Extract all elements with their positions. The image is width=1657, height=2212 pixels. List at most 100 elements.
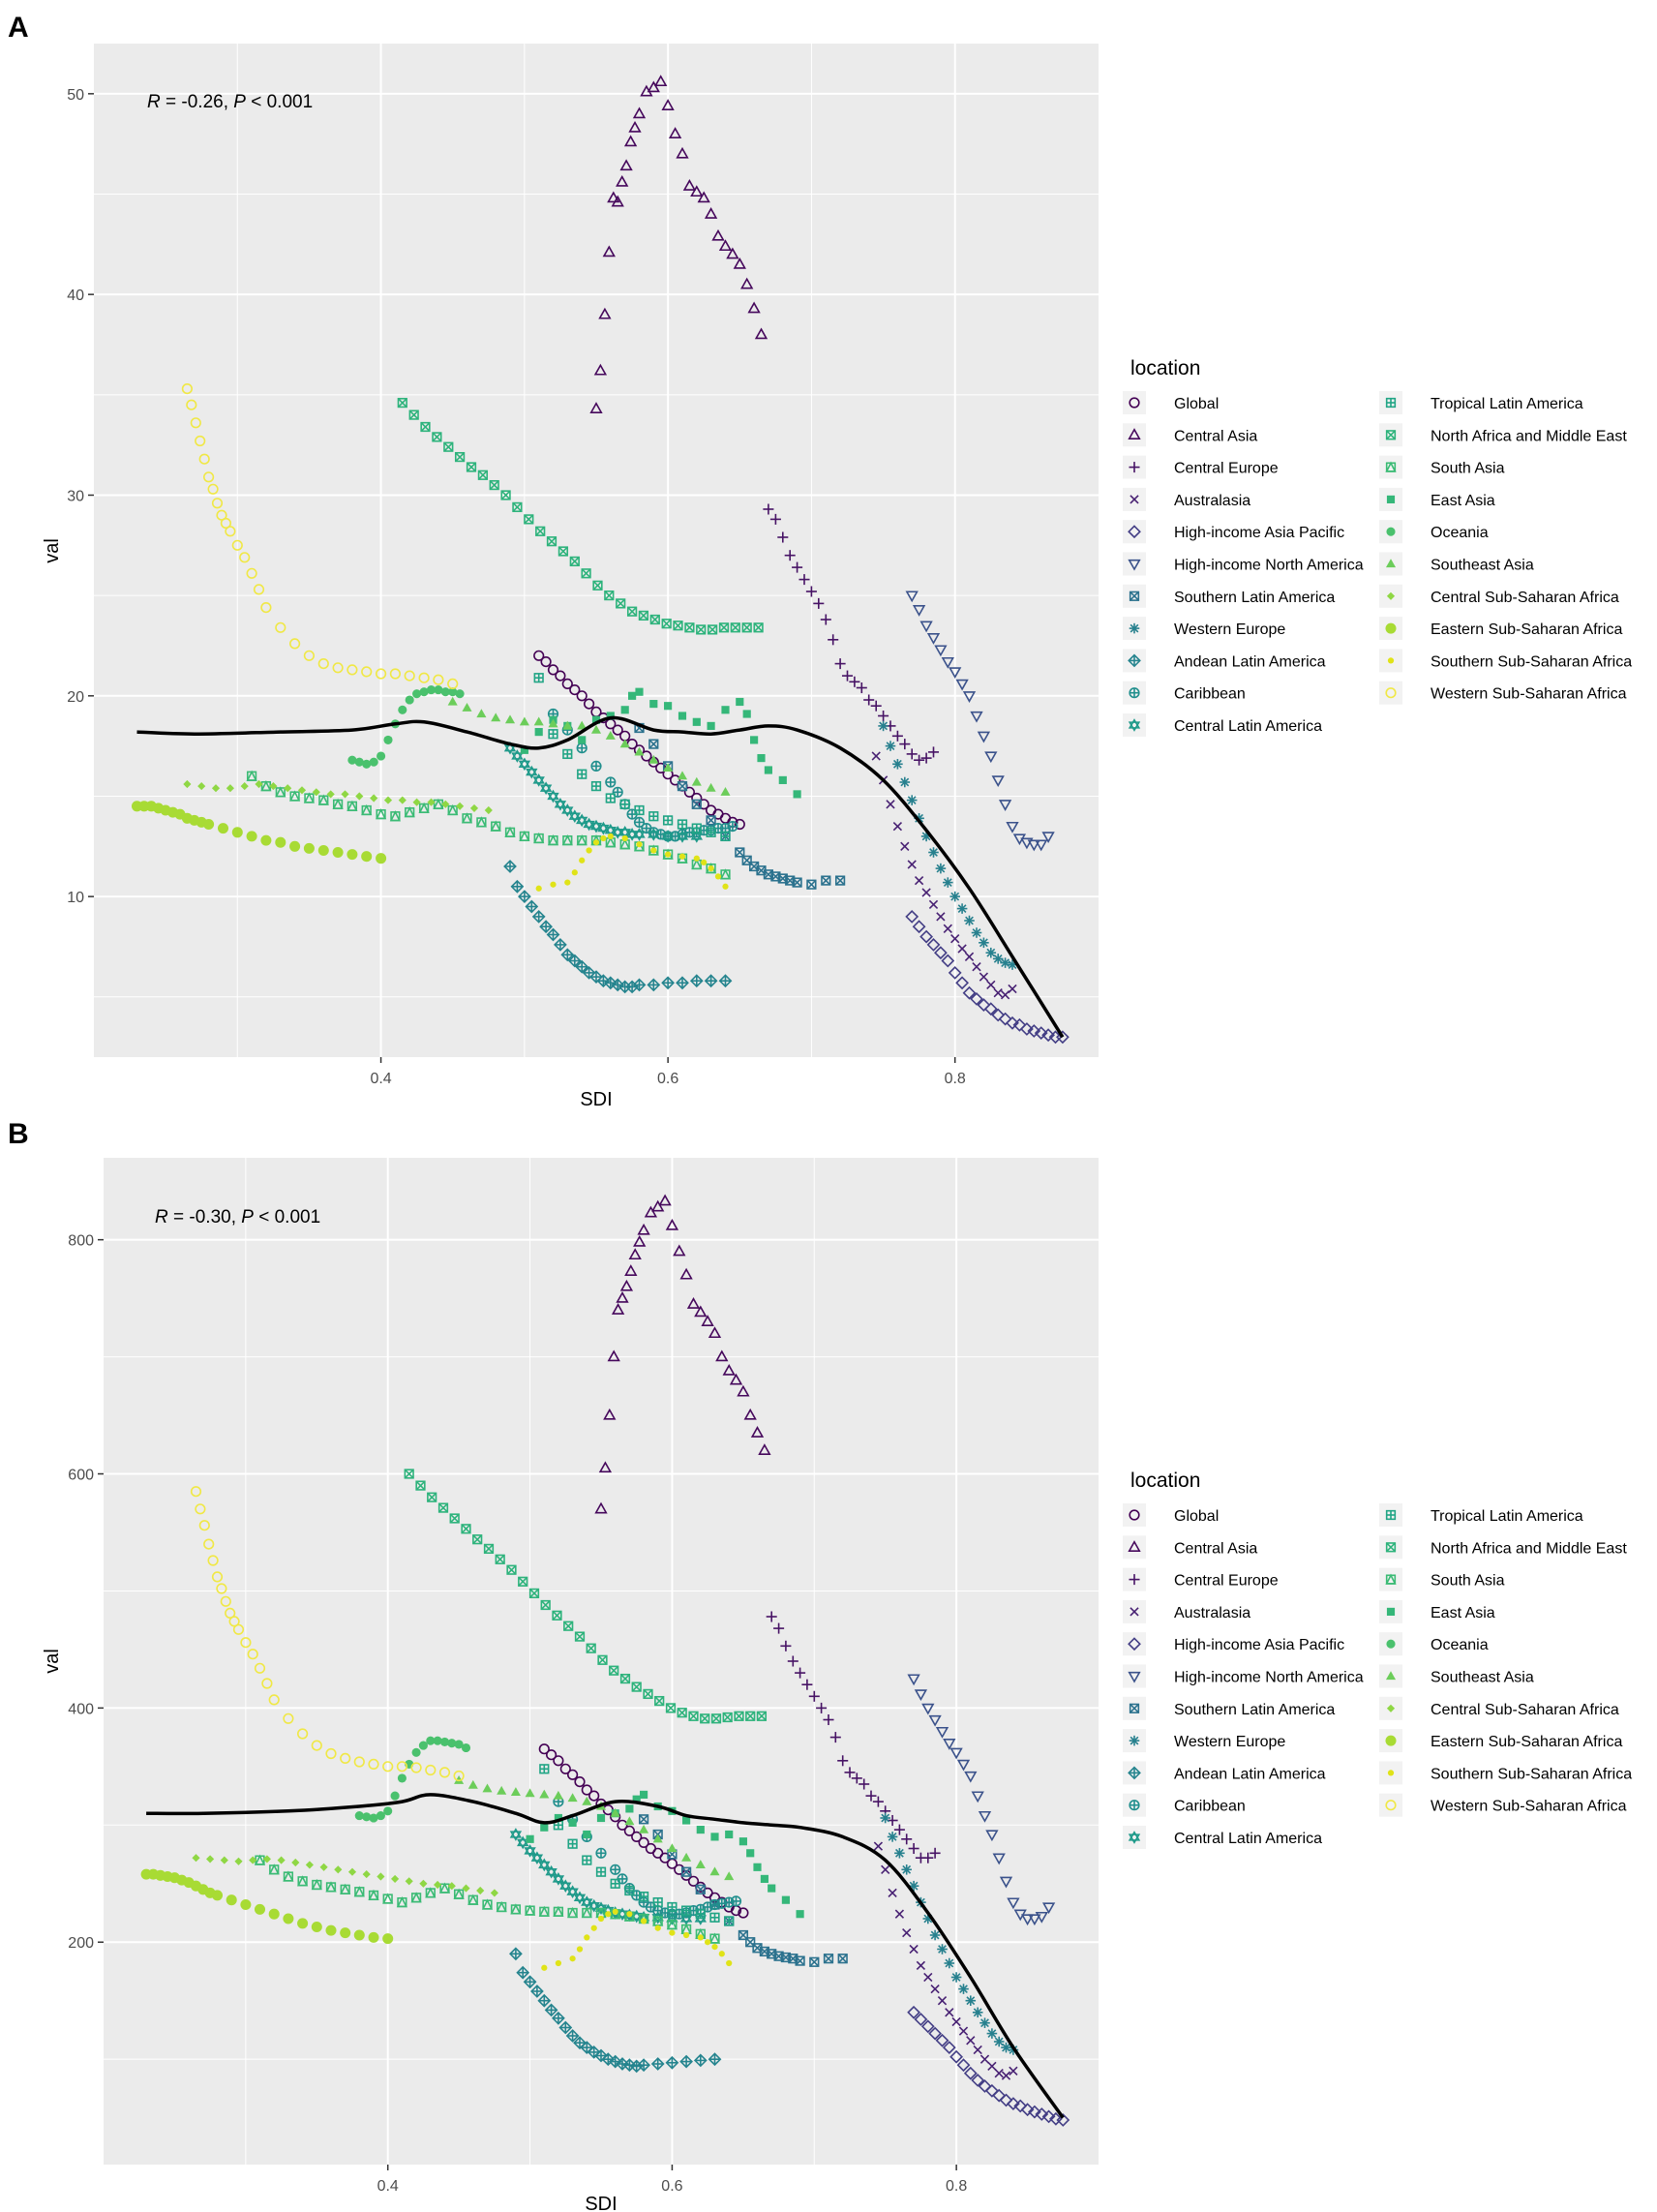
- data-point: [899, 776, 911, 788]
- data-point: [569, 556, 580, 567]
- data-point: [587, 2045, 601, 2059]
- data-point: [1008, 984, 1017, 994]
- data-point: [625, 828, 639, 841]
- data-point: [718, 239, 733, 252]
- data-point: [539, 1789, 550, 1799]
- data-point: [581, 1784, 592, 1796]
- x-tick-label: 0.6: [661, 2178, 682, 2195]
- data-point: [510, 1787, 521, 1796]
- data-point: [964, 1771, 978, 1783]
- data-point: [899, 739, 911, 750]
- data-point: [638, 610, 649, 621]
- data-point: [696, 624, 707, 635]
- data-point: [303, 792, 316, 803]
- data-point: [648, 811, 659, 822]
- data-point: [962, 985, 977, 1000]
- legend-key-background: [1123, 1664, 1146, 1688]
- correlation-annotation: R = -0.26, P < 0.001: [147, 92, 313, 112]
- data-point: [574, 1631, 586, 1642]
- data-point: [405, 695, 414, 705]
- series-high-income-north-america: [907, 1674, 1056, 1926]
- data-point: [253, 584, 265, 595]
- data-point: [541, 1964, 548, 1971]
- data-point: [623, 135, 638, 147]
- data-point: [955, 679, 969, 691]
- data-point: [539, 1764, 550, 1774]
- legend-item-label: Eastern Sub-Saharan Africa: [1431, 1734, 1622, 1750]
- data-point: [677, 819, 688, 830]
- data-point: [686, 1297, 701, 1309]
- x-tick-label: 0.8: [945, 1071, 966, 1087]
- data-point: [533, 673, 544, 683]
- smooth-trend-line: [136, 715, 1065, 1039]
- data-point: [706, 782, 716, 792]
- data-point: [198, 453, 210, 465]
- data-point: [456, 802, 465, 810]
- data-point: [919, 929, 933, 944]
- data-point: [425, 1764, 437, 1776]
- data-point: [383, 735, 393, 744]
- data-point: [461, 1742, 471, 1753]
- data-point: [447, 696, 458, 706]
- data-point: [978, 2079, 992, 2093]
- data-point: [605, 1911, 612, 1918]
- data-point: [500, 490, 511, 500]
- data-point: [418, 1741, 428, 1750]
- data-point: [590, 724, 602, 734]
- data-point: [341, 790, 349, 799]
- data-point: [628, 691, 637, 700]
- data-point: [937, 1996, 948, 2006]
- legend-item-southeast-asia: Southeast Asia: [1379, 552, 1534, 576]
- legend-key-background: [1123, 1503, 1146, 1527]
- legend-item-andean-latin-america: Andean Latin America: [1123, 649, 1326, 673]
- data-point: [434, 685, 443, 695]
- data-point: [216, 1583, 227, 1594]
- series-north-africa-and-middle-east: [404, 1469, 768, 1724]
- data-point: [520, 745, 528, 754]
- data-point: [637, 1223, 650, 1235]
- legend-item-label: Tropical Latin America: [1431, 396, 1583, 412]
- data-point: [971, 2074, 985, 2087]
- data-point: [598, 1461, 613, 1473]
- data-point: [565, 2029, 580, 2043]
- data-point: [905, 910, 919, 924]
- data-point: [550, 881, 557, 888]
- data-point: [231, 539, 243, 551]
- legend-key-symbol: [1385, 397, 1397, 409]
- data-point: [590, 780, 602, 792]
- data-point: [753, 1863, 762, 1871]
- data-point: [829, 1732, 841, 1743]
- data-point: [654, 1924, 661, 1931]
- legend-item-label: Central Latin America: [1174, 1831, 1322, 1847]
- legend-item-tropical-latin-america: Tropical Latin America: [1379, 1503, 1583, 1527]
- data-point: [375, 807, 387, 820]
- legend-item-label: Eastern Sub-Saharan Africa: [1431, 621, 1622, 638]
- data-point: [919, 621, 933, 633]
- data-point: [275, 786, 286, 798]
- legend-item-label: Western Sub-Saharan Africa: [1431, 686, 1627, 703]
- data-point: [589, 970, 603, 984]
- data-point: [1041, 1902, 1056, 1915]
- data-point: [920, 752, 932, 764]
- data-point: [718, 974, 733, 988]
- legend-key-symbol: [1386, 1607, 1396, 1616]
- data-point: [583, 698, 595, 710]
- data-point: [649, 700, 658, 709]
- data-point: [567, 954, 582, 968]
- data-point: [784, 550, 796, 561]
- data-point: [317, 657, 329, 670]
- legend-key-symbol: [1128, 525, 1141, 539]
- data-point: [198, 1520, 210, 1531]
- data-point: [638, 1891, 649, 1902]
- legend-item-label: Western Sub-Saharan Africa: [1431, 1799, 1627, 1815]
- data-point: [190, 1486, 202, 1498]
- data-point: [901, 1833, 913, 1845]
- data-point: [912, 920, 926, 934]
- data-point: [652, 1896, 663, 1908]
- data-point: [750, 736, 759, 744]
- data-point: [1000, 957, 1010, 968]
- data-point: [798, 574, 810, 586]
- data-point: [382, 1761, 394, 1773]
- data-point: [545, 1864, 557, 1879]
- data-point: [863, 694, 875, 706]
